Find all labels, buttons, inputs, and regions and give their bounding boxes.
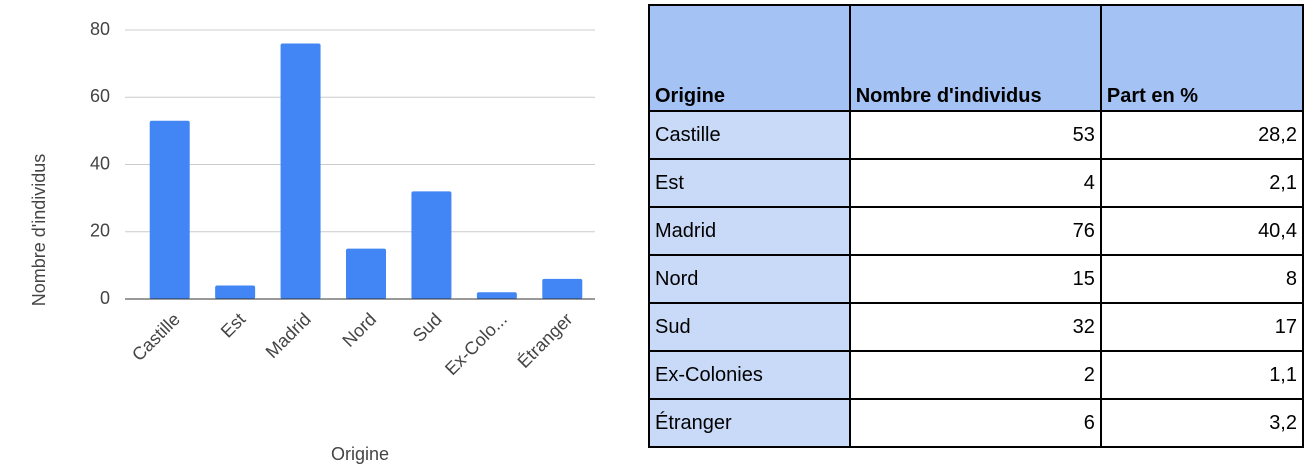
y-tick-label: 0: [100, 288, 110, 308]
table-cell: Sud: [648, 302, 851, 352]
table-row: Nord 15 8: [648, 254, 1305, 304]
x-tick-label: Sud: [409, 309, 446, 346]
x-axis-label: Origine: [331, 444, 389, 464]
table-cell: 4: [848, 158, 1102, 208]
bar: [542, 278, 583, 299]
table-cell: 2,1: [1099, 158, 1305, 208]
x-tick-label: Nord: [338, 309, 380, 351]
table-cell: 40,4: [1099, 206, 1305, 256]
table-cell: Madrid: [648, 206, 851, 256]
bar: [476, 292, 517, 299]
table-cell: Est: [648, 158, 851, 208]
header-row: Origine Nombre d'individus Part en %: [648, 4, 1305, 112]
table-cell: 15: [848, 254, 1102, 304]
table-cell: 3,2: [1099, 398, 1305, 448]
header-cell: Part en %: [1099, 4, 1305, 112]
y-axis-label: Nombre d'individus: [29, 154, 49, 307]
bar: [346, 248, 386, 299]
header-cell: Nombre d'individus: [848, 4, 1102, 112]
table-cell: 6: [848, 398, 1102, 448]
table-row: Ex-Colonies 2 1,1: [648, 350, 1305, 400]
table-cell: 32: [848, 302, 1102, 352]
y-tick-label: 40: [90, 153, 110, 173]
x-tick-label: Ex-Colo...: [441, 309, 511, 379]
table-cell: Ex-Colonies: [648, 350, 851, 400]
table-cell: Étranger: [648, 398, 851, 448]
table-cell: 76: [848, 206, 1102, 256]
header-cell: Origine: [648, 4, 851, 112]
bar: [280, 43, 321, 300]
table-row: Madrid 76 40,4: [648, 206, 1305, 256]
x-tick-label: Est: [217, 309, 250, 342]
table-row: Est 4 2,1: [648, 158, 1305, 208]
x-tick-label: Étranger: [514, 309, 577, 372]
chart: Origine Nombre d'individus 0 20 40 60 80 Cast…: [29, 19, 595, 464]
table-cell: 28,2: [1099, 110, 1305, 160]
y-tick-label: 20: [90, 221, 110, 241]
table-cell: 53: [848, 110, 1102, 160]
table-cell: 8: [1099, 254, 1305, 304]
x-tick-label: Castille: [128, 309, 184, 365]
table-row: Castille 53 28,2: [648, 110, 1305, 160]
table-cell: Nord: [648, 254, 851, 304]
y-tick-label: 80: [90, 19, 110, 39]
data-table: Origine Nombre d'individus Part en % Castil…: [648, 4, 1305, 448]
table-row: Étranger 6 3,2: [648, 398, 1305, 448]
table-cell: 2: [848, 350, 1102, 400]
table-cell: Castille: [648, 110, 851, 160]
bar: [215, 285, 256, 299]
x-tick-label: Madrid: [262, 309, 315, 362]
y-tick-label: 60: [90, 86, 110, 106]
table-cell: 17: [1099, 302, 1305, 352]
bar: [149, 120, 190, 299]
bar: [411, 191, 452, 299]
table-cell: 1,1: [1099, 350, 1305, 400]
table-row: Sud 32 17: [648, 302, 1305, 352]
